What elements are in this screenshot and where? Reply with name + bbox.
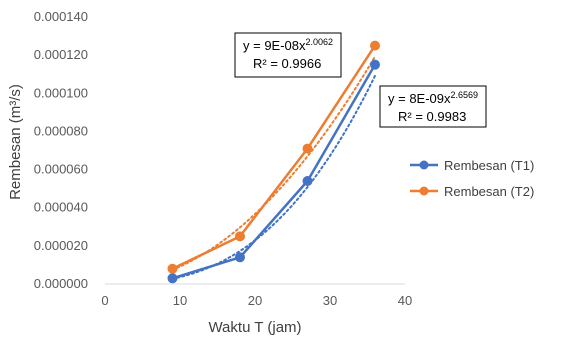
data-point-series-1 bbox=[302, 176, 313, 187]
y-tick-label: 0.000100 bbox=[34, 85, 88, 100]
y-tick-label: 0.000120 bbox=[34, 47, 88, 62]
x-tick-label: 10 bbox=[173, 293, 187, 308]
legend-label-series-1: Rembesan (T1) bbox=[444, 158, 534, 173]
data-point-series-1 bbox=[235, 252, 245, 263]
trendline-label-box bbox=[234, 32, 342, 78]
y-tick-label: 0.000040 bbox=[34, 200, 88, 215]
y-tick-label: 0.000060 bbox=[34, 162, 88, 177]
x-tick-label: 30 bbox=[323, 293, 337, 308]
legend-marker-series-1 bbox=[419, 160, 429, 170]
trendline-series-2 bbox=[171, 55, 376, 271]
trendline-r-squared: R² = 0.9983 bbox=[398, 109, 466, 124]
x-tick-label: 40 bbox=[398, 293, 412, 308]
trendline-label-box bbox=[379, 85, 487, 128]
data-point-series-1 bbox=[167, 273, 178, 284]
x-tick-label: 20 bbox=[248, 293, 262, 308]
legend-marker-series-2 bbox=[419, 186, 429, 196]
y-axis-title: Rembesan (m³/s) bbox=[7, 84, 24, 200]
legend-label-series-2: Rembesan (T2) bbox=[444, 184, 534, 199]
trendline-equation: y = 8E-09x2.6569 bbox=[388, 90, 478, 106]
y-tick-label: 0.000020 bbox=[34, 238, 88, 253]
series-line-2 bbox=[171, 44, 377, 270]
data-point-series-2 bbox=[167, 263, 178, 274]
y-tick-label: 0.000000 bbox=[34, 276, 88, 291]
series-line-1 bbox=[172, 64, 377, 280]
trendline-r-squared: R² = 0.9966 bbox=[253, 56, 321, 71]
data-point-series-2 bbox=[370, 40, 380, 51]
x-tick-label: 0 bbox=[101, 293, 108, 308]
plot-area: 0.000000 0.000020 0.000040 0.000060 0.000080… bbox=[34, 9, 535, 308]
data-point-series-1 bbox=[370, 59, 380, 70]
x-axis-title: Waktu T (jam) bbox=[208, 319, 301, 336]
data-point-series-2 bbox=[235, 231, 245, 242]
y-tick-label: 0.000140 bbox=[34, 9, 88, 24]
data-point-series-2 bbox=[302, 143, 313, 154]
trendline-equation: y = 9E-08x2.0062 bbox=[243, 37, 333, 53]
y-tick-label: 0.000080 bbox=[34, 123, 88, 138]
